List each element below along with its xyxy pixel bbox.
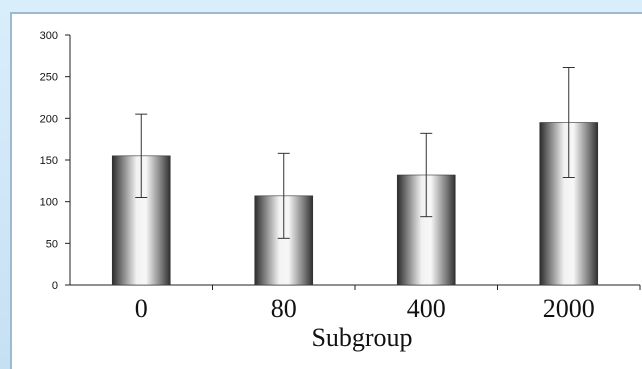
bars [111,122,599,286]
error-bar-400 [420,132,433,218]
y-tick-label: 50 [46,238,58,250]
y-tick-label: 100 [40,197,58,209]
x-axis [70,284,641,290]
error-bar-80 [277,152,290,239]
y-tick-label: 150 [40,155,58,167]
y-tick-label: 0 [52,280,58,292]
error-bar-0 [135,113,148,198]
category-labels: 0 80 400 2000 [135,294,595,323]
x-tick-label-0: 0 [135,294,148,323]
x-axis-title: Subgroup [311,323,412,352]
y-axis: 0 50 100 150 200 250 300 [40,30,71,292]
x-tick-label-80: 80 [271,294,297,323]
x-tick-label-400: 400 [407,294,446,323]
error-bar-2000 [562,67,575,178]
y-tick-label: 200 [40,113,58,125]
x-tick-label-2000: 2000 [543,294,595,323]
y-tick-label: 250 [40,72,58,84]
y-tick-label: 300 [40,30,58,42]
error-bars [135,67,575,239]
